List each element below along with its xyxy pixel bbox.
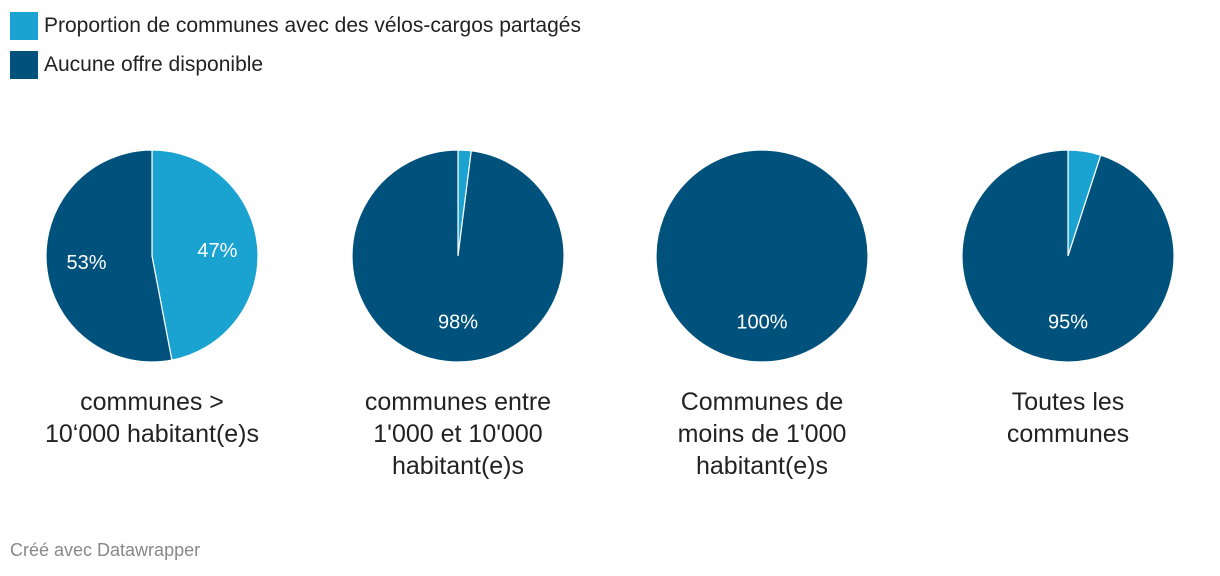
footer-credit: Créé avec Datawrapper (10, 540, 201, 560)
pie-category-label-all-line-2: communes (1007, 420, 1129, 448)
pie-value-label-medium-none: 98% (438, 312, 478, 334)
pie-slice-medium-none (351, 149, 565, 363)
pie-value-label-small-none: 100% (736, 312, 787, 334)
pie-category-label-all-line-1: Toutes les (1012, 388, 1125, 416)
pie-slice-small-none (655, 149, 869, 363)
pie-slice-large-none (45, 149, 173, 363)
pie-category-label-large-line-1: communes > (80, 388, 224, 416)
pie-value-label-large-none: 53% (67, 252, 107, 274)
pie-slice-large-shared (151, 149, 259, 361)
pie-category-label-medium-line-2: 1'000 et 10'000 (373, 420, 542, 448)
pie-category-label-small-line-1: Communes de (681, 388, 844, 416)
pie-slice-all-none (961, 149, 1175, 363)
pie-category-label-large-line-2: 10‘000 habitant(e)s (45, 420, 259, 448)
pie-value-label-large-shared: 47% (197, 240, 237, 262)
legend-swatch-shared-cargo-bikes (10, 12, 38, 40)
pie-category-label-small-line-3: habitant(e)s (696, 452, 828, 480)
legend-label-shared-cargo-bikes: Proportion de communes avec des vélos-ca… (44, 14, 581, 37)
legend-label-no-offer: Aucune offre disponible (44, 53, 264, 76)
pie-category-label-medium-line-1: communes entre (365, 388, 551, 416)
chart-legend: Proportion de communes avec des vélos-ca… (10, 12, 581, 90)
legend-item-no-offer: Aucune offre disponible (10, 51, 581, 79)
legend-item-shared-cargo-bikes: Proportion de communes avec des vélos-ca… (10, 12, 581, 40)
pie-category-label-small-line-2: moins de 1'000 (678, 420, 847, 448)
pie-value-label-all-none: 95% (1048, 312, 1088, 334)
pie-category-label-medium-line-3: habitant(e)s (392, 452, 524, 480)
legend-swatch-no-offer (10, 51, 38, 79)
